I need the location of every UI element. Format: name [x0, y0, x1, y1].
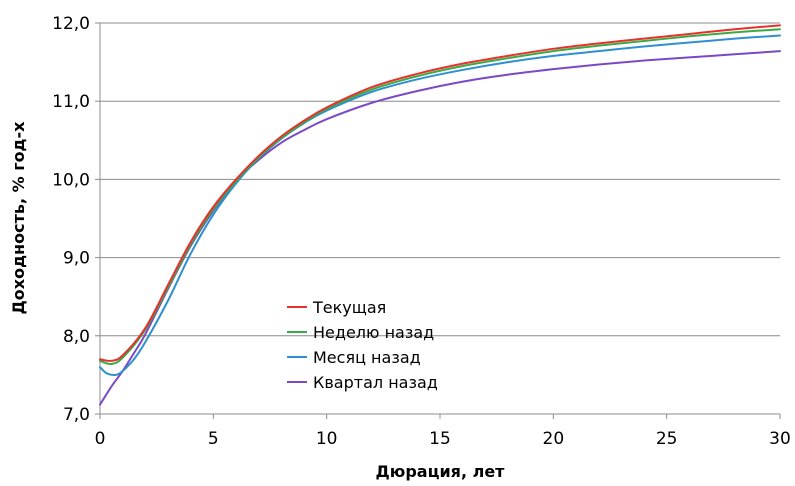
x-tick-label: 10 [316, 429, 338, 449]
series-lines [99, 24, 781, 406]
x-axis-title: Дюрация, лет [376, 462, 506, 481]
series-line-0 [99, 24, 781, 362]
y-tick-label: 9,0 [63, 249, 90, 269]
x-tick-label: 15 [429, 429, 451, 449]
gridlines [100, 22, 780, 337]
x-tick-label: 20 [543, 429, 565, 449]
y-tick-label: 11,0 [52, 92, 90, 112]
legend-label-3: Квартал назад [313, 373, 438, 392]
series-line-1 [99, 28, 781, 365]
legend-label-2: Месяц назад [313, 348, 421, 367]
x-tick-label: 0 [95, 429, 106, 449]
x-tick-label: 30 [769, 429, 791, 449]
series-line-3 [99, 50, 781, 406]
y-axis-title: Доходность, % год-х [9, 121, 28, 315]
legend: Текущая Неделю назад Месяц назад Квартал на… [287, 298, 438, 392]
legend-label-1: Неделю назад [313, 323, 434, 342]
x-tick-label: 5 [208, 429, 219, 449]
y-tick-labels: 7,0 8,0 9,0 10,0 11,0 12,0 [52, 14, 90, 425]
legend-label-0: Текущая [312, 298, 386, 317]
x-tick-labels: 0 5 10 15 20 25 30 [95, 429, 791, 449]
axes [95, 22, 781, 419]
y-tick-label: 8,0 [63, 327, 90, 347]
y-tick-label: 12,0 [52, 14, 90, 34]
y-tick-label: 7,0 [63, 405, 90, 425]
x-tick-label: 25 [656, 429, 678, 449]
y-tick-label: 10,0 [52, 170, 90, 190]
